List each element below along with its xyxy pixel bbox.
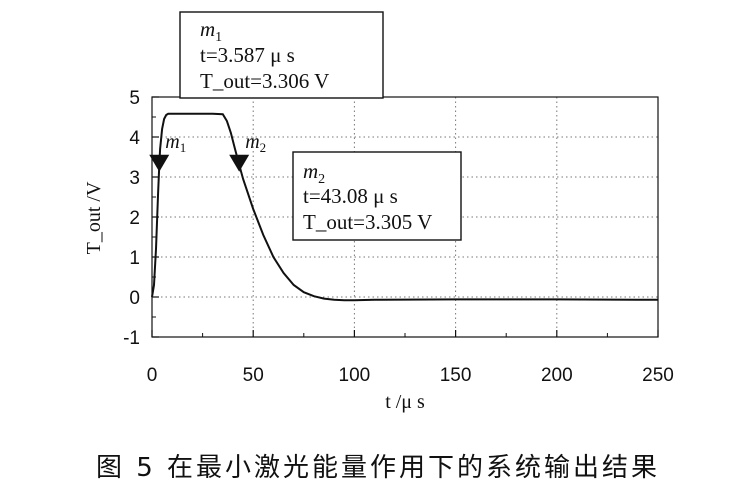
ticks [151, 96, 659, 338]
x-tick-label: 250 [642, 365, 674, 386]
marker-box-m1-value: T_out=3.306 V [200, 69, 329, 93]
marker-m1-triangle [149, 154, 170, 172]
figure-caption: 图 5 在最小激光能量作用下的系统输出结果 [96, 453, 660, 483]
y-tick-label: 4 [129, 128, 140, 149]
marker-box-m1-time: t=3.587 μ s [200, 43, 295, 67]
x-tick-label: 200 [541, 365, 573, 386]
y-tick-label: 3 [129, 168, 140, 189]
marker-m2-label: m2 [245, 131, 266, 155]
x-tick-label: 0 [147, 365, 158, 386]
marker-box-m2-value: T_out=3.305 V [303, 210, 432, 234]
y-tick-label: 1 [129, 248, 140, 269]
x-tick-label: 50 [243, 365, 264, 386]
marker-box-m1: m1 t=3.587 μ s T_out=3.306 V [179, 11, 384, 99]
y-tick-label: 0 [129, 288, 140, 309]
marker-box-m2-title: m2 [303, 159, 325, 187]
y-axis-label: T_out /V [83, 181, 105, 254]
x-tick-label: 100 [339, 365, 371, 386]
y-tick-label: 2 [129, 208, 140, 229]
markers: m1 m2 [149, 131, 266, 172]
y-tick-label: -1 [123, 328, 140, 349]
y-tick-label: 5 [129, 88, 140, 109]
x-tick-label: 150 [440, 365, 472, 386]
marker-m1-label: m1 [165, 131, 186, 155]
marker-m2-triangle [229, 154, 250, 172]
marker-box-m2-time: t=43.08 μ s [303, 184, 398, 208]
marker-box-m2: m2 t=43.08 μ s T_out=3.305 V [292, 151, 462, 241]
x-axis-label: t /μ s [385, 391, 425, 413]
marker-box-m1-title: m1 [200, 17, 222, 45]
